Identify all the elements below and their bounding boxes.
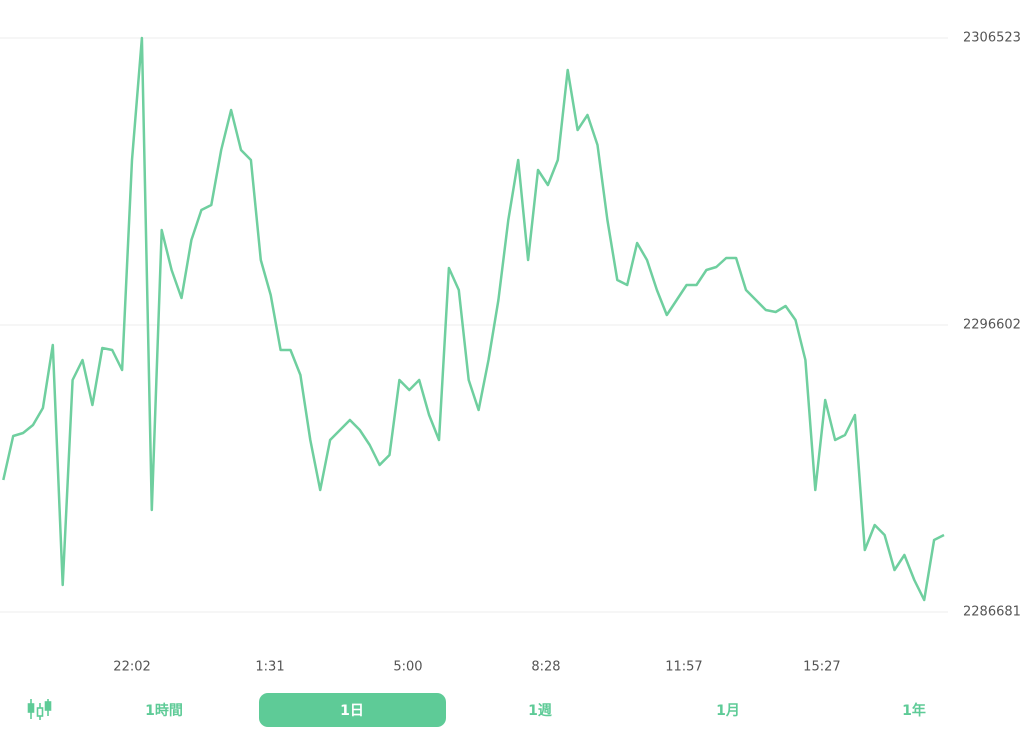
x-tick-label: 8:28	[531, 660, 560, 675]
y-tick-label: 2296602	[963, 318, 1021, 333]
period-tab[interactable]: 1時間	[145, 702, 183, 719]
icon-body	[27, 703, 35, 713]
y-tick-label: 2286681	[963, 605, 1021, 620]
chart-type-icon[interactable]	[27, 699, 52, 720]
x-tick-label: 5:00	[393, 660, 422, 675]
period-tab[interactable]: 1年	[902, 702, 926, 719]
x-tick-label: 11:57	[665, 660, 702, 675]
x-tick-label: 15:27	[803, 660, 840, 675]
period-tab[interactable]: 1週	[528, 703, 552, 719]
icon-body	[36, 707, 44, 717]
x-tick-label: 1:31	[255, 660, 284, 675]
y-tick-label: 2306523	[963, 31, 1021, 46]
price-line	[2, 36, 945, 602]
x-tick-label: 22:02	[113, 660, 150, 675]
selected-tab-bg[interactable]	[259, 693, 446, 727]
period-tab[interactable]: 1月	[716, 703, 740, 719]
period-tab[interactable]: 1日	[340, 703, 364, 719]
icon-body	[44, 701, 52, 711]
